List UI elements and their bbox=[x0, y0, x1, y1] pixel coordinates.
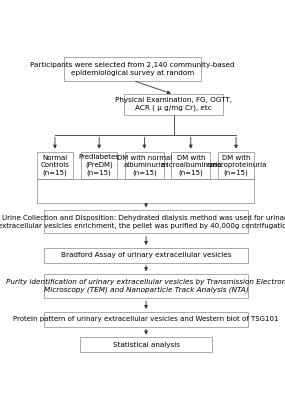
Text: Normal
Controls
(n=15): Normal Controls (n=15) bbox=[40, 155, 69, 176]
Text: Protein pattern of urinary extracellular vesicles and Western blot of TSG101: Protein pattern of urinary extracellular… bbox=[13, 316, 279, 322]
FancyBboxPatch shape bbox=[44, 312, 248, 327]
FancyBboxPatch shape bbox=[44, 210, 248, 233]
Text: Purity identification of urinary extracellular vesicles by Transmission Electron: Purity identification of urinary extrace… bbox=[6, 279, 285, 293]
FancyBboxPatch shape bbox=[64, 57, 201, 81]
Text: Physical Examination, FG, OGTT,
ACR ( µ g/mg Cr), etc: Physical Examination, FG, OGTT, ACR ( µ … bbox=[115, 97, 232, 111]
FancyBboxPatch shape bbox=[44, 248, 248, 263]
FancyBboxPatch shape bbox=[81, 152, 117, 179]
Text: DM with
microalbuminuria
(n=15): DM with microalbuminuria (n=15) bbox=[160, 155, 222, 176]
FancyBboxPatch shape bbox=[218, 152, 254, 179]
Text: Prediabetes
(PreDM)
(n=15): Prediabetes (PreDM) (n=15) bbox=[79, 154, 120, 176]
FancyBboxPatch shape bbox=[124, 95, 223, 115]
Text: Participants were selected from 2,140 community-based
epidemiological survey at : Participants were selected from 2,140 co… bbox=[30, 62, 235, 76]
Text: DM with normal
albuminuria
(n=15): DM with normal albuminuria (n=15) bbox=[117, 155, 172, 176]
FancyBboxPatch shape bbox=[37, 152, 73, 179]
FancyBboxPatch shape bbox=[125, 152, 164, 179]
Text: Urine Collection and Disposition: Dehydrated dialysis method was used for urinar: Urine Collection and Disposition: Dehydr… bbox=[0, 215, 285, 229]
FancyBboxPatch shape bbox=[80, 337, 212, 352]
FancyBboxPatch shape bbox=[172, 152, 210, 179]
Text: Statistical analysis: Statistical analysis bbox=[113, 342, 180, 348]
Text: Bradford Assay of urinary extracellular vesicles: Bradford Assay of urinary extracellular … bbox=[61, 252, 231, 258]
FancyBboxPatch shape bbox=[44, 274, 248, 298]
Text: DM with
macroproteinuria
(n=15): DM with macroproteinuria (n=15) bbox=[206, 155, 266, 176]
